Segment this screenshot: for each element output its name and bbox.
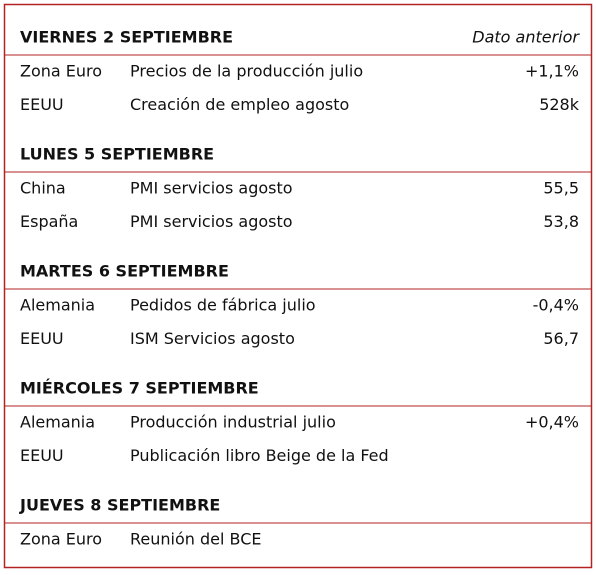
country: China [20,179,66,198]
event: Producción industrial julio [130,413,336,432]
previous-value: 528k [539,95,580,114]
country: España [20,212,78,231]
country: EEUU [20,329,64,348]
section-title: VIERNES 2 SEPTIEMBRE [20,28,233,47]
country: EEUU [20,446,64,465]
event: Creación de empleo agosto [130,95,349,114]
event: ISM Servicios agosto [130,329,295,348]
previous-value: +0,4% [525,413,579,432]
section-title: MIÉRCOLES 7 SEPTIEMBRE [20,379,259,398]
section-title: LUNES 5 SEPTIEMBRE [20,145,214,164]
column-label: Dato anterior [472,28,580,47]
previous-value: 56,7 [543,329,579,348]
previous-value: -0,4% [533,296,579,315]
event: Precios de la producción julio [130,62,363,81]
section-title: MARTES 6 SEPTIEMBRE [20,262,229,281]
previous-value: 53,8 [543,212,579,231]
event: PMI servicios agosto [130,212,293,231]
section-title: JUEVES 8 SEPTIEMBRE [19,496,220,515]
previous-value: +1,1% [525,62,579,81]
event: PMI servicios agosto [130,179,293,198]
frame [3,3,593,569]
event: Reunión del BCE [130,530,262,549]
country: Zona Euro [20,530,102,549]
event: Pedidos de fábrica julio [130,296,316,315]
previous-value: 55,5 [543,179,579,198]
country: Zona Euro [20,62,102,81]
country: EEUU [20,95,64,114]
country: Alemania [20,413,95,432]
country: Alemania [20,296,95,315]
event: Publicación libro Beige de la Fed [130,446,389,465]
